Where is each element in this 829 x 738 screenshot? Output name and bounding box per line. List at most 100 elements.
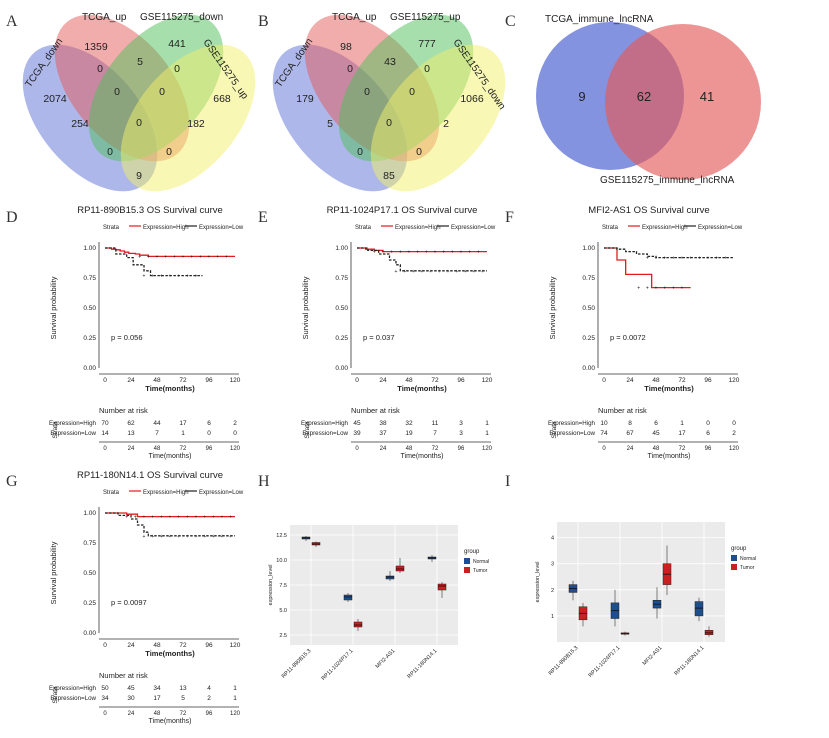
risk-value: 17 — [153, 695, 161, 702]
venn-region-count: 0 — [347, 63, 353, 75]
y-tick-label: 0.50 — [582, 305, 595, 312]
censor-mark: + — [468, 250, 471, 256]
x-axis-label: Time(months) — [644, 384, 694, 393]
panel-label-f: F — [505, 209, 514, 226]
risk-value: 1 — [680, 420, 684, 427]
risk-x-tick-label: 96 — [458, 446, 465, 452]
venn-set-label: GSE115275_down — [140, 12, 223, 23]
legend-label: Expression=High — [143, 225, 189, 231]
venn-region-count: 0 — [409, 86, 415, 98]
x-tick-label: 72 — [179, 642, 187, 649]
risk-value: 7 — [433, 430, 437, 437]
legend-swatch — [731, 555, 737, 561]
censor-mark: + — [438, 269, 441, 275]
venn-region-count: 0 — [114, 86, 120, 98]
survival-curve — [105, 512, 235, 518]
risk-value: 1 — [233, 685, 237, 692]
risk-x-tick-label: 72 — [432, 446, 439, 452]
censor-mark: + — [221, 515, 224, 521]
y-tick-label: 0.25 — [83, 335, 96, 342]
box — [343, 594, 353, 601]
risk-value: 2 — [732, 430, 736, 437]
censor-mark: + — [208, 254, 211, 260]
panel-label-g: G — [6, 473, 18, 490]
censor-mark: + — [156, 254, 159, 260]
risk-value: 8 — [628, 420, 632, 427]
risk-axis-label: Strata — [52, 421, 59, 439]
risk-value: 17 — [179, 420, 187, 427]
x-tick-label: 72 — [431, 377, 439, 384]
risk-x-tick-label: 24 — [380, 446, 387, 452]
legend-label: Tumor — [473, 568, 488, 574]
legend-swatch — [464, 567, 470, 573]
censor-mark: + — [672, 256, 675, 262]
plot-panel — [557, 522, 725, 642]
legend-label: Normal — [740, 556, 756, 562]
venn-region-count: 41 — [700, 89, 714, 104]
venn-region-count: 0 — [364, 86, 370, 98]
censor-mark: + — [160, 515, 163, 521]
censor-mark: + — [143, 534, 146, 540]
x-axis-label: Time(months) — [145, 649, 195, 658]
y-tick-label: 4 — [551, 536, 554, 542]
x-tick-label: RP11-890B15.3 — [548, 645, 580, 677]
risk-value: 1 — [485, 420, 489, 427]
risk-value: 62 — [127, 420, 135, 427]
x-tick-label: 120 — [482, 377, 493, 384]
censor-mark: + — [177, 274, 180, 280]
risk-value: 0 — [706, 420, 710, 427]
venn-region-count: 5 — [137, 56, 143, 68]
y-tick-label: 1.00 — [83, 245, 96, 252]
x-tick-label: 24 — [127, 377, 135, 384]
censor-mark: + — [221, 534, 224, 540]
x-axis-label: Time(months) — [397, 384, 447, 393]
censor-mark: + — [403, 269, 406, 275]
venn-region-count: 5 — [327, 118, 333, 130]
risk-value: 5 — [181, 695, 185, 702]
x-tick-label: MFI2-AS1 — [375, 648, 397, 670]
venn-set-label: TCGA_up — [332, 12, 377, 23]
risk-x-tick-label: 72 — [180, 711, 187, 717]
censor-mark: + — [151, 274, 154, 280]
risk-value: 34 — [153, 685, 161, 692]
y-tick-label: 0.75 — [83, 275, 96, 282]
risk-value: 0 — [207, 430, 211, 437]
x-tick-label: 48 — [652, 377, 660, 384]
risk-value: 38 — [379, 420, 387, 427]
risk-x-tick-label: 120 — [230, 711, 241, 717]
legend-title: Strata — [602, 225, 619, 231]
risk-value: 2 — [233, 420, 237, 427]
y-tick-label: 1.00 — [335, 245, 348, 252]
legend-label: Tumor — [740, 565, 755, 571]
y-axis-label: expression_level — [268, 565, 274, 606]
censor-mark: + — [212, 515, 215, 521]
risk-axis-label: Strata — [52, 686, 59, 704]
panel-label-d: D — [6, 209, 18, 226]
censor-mark: + — [195, 274, 198, 280]
y-tick-label: 0.75 — [582, 275, 595, 282]
venn-set-label: GSE115275_up — [390, 12, 461, 23]
risk-x-tick-label: 120 — [729, 446, 740, 452]
risk-row-label: Expression=Low — [302, 430, 348, 437]
risk-value: 50 — [101, 685, 109, 692]
panel-label-c: C — [505, 13, 516, 30]
risk-x-tick-label: 72 — [679, 446, 686, 452]
x-tick-label: 72 — [678, 377, 686, 384]
risk-x-tick-label: 96 — [206, 446, 213, 452]
y-axis-label: Survival probability — [49, 276, 58, 339]
censor-mark: + — [663, 256, 666, 262]
x-tick-label: 48 — [153, 377, 161, 384]
censor-mark: + — [416, 250, 419, 256]
y-tick-label: 0.50 — [83, 305, 96, 312]
risk-value: 34 — [101, 695, 109, 702]
censor-mark: + — [138, 254, 141, 260]
panel-label-a: A — [6, 13, 18, 30]
y-tick-label: 2 — [551, 588, 554, 594]
x-tick-label: RP11-180N14.1 — [407, 648, 439, 680]
risk-value: 1 — [485, 430, 489, 437]
censor-mark: + — [681, 256, 684, 262]
p-value: p = 0.0072 — [610, 333, 646, 342]
p-value: p = 0.0097 — [111, 598, 147, 607]
